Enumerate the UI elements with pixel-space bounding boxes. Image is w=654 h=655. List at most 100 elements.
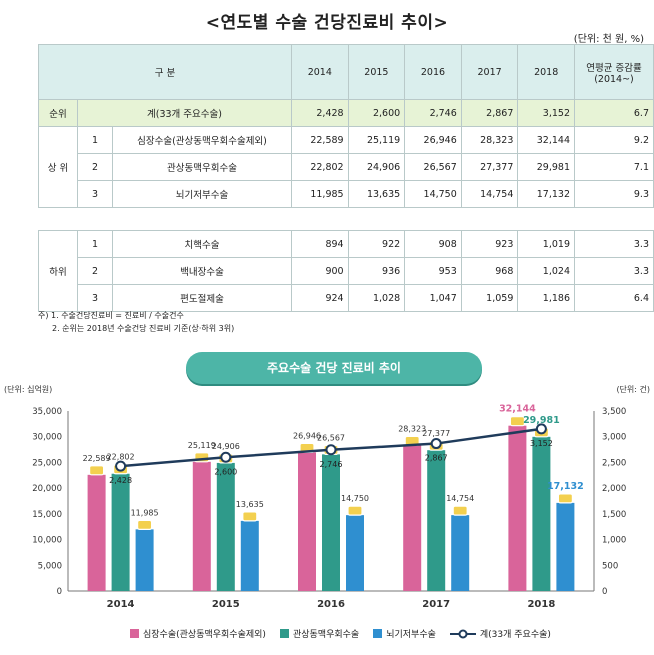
cell-growth: 3.3: [574, 257, 654, 285]
bar: [192, 461, 211, 591]
cell-value: 908: [404, 230, 462, 258]
line-data-label: 2,746: [320, 460, 343, 469]
row-label: 뇌기저부수술: [112, 180, 292, 208]
bar: [427, 450, 446, 591]
header-category: 구 분: [38, 44, 292, 100]
cell-value: 936: [347, 257, 406, 285]
bar: [508, 425, 527, 591]
total-point: [535, 423, 547, 435]
cell-value: 2,746: [404, 99, 462, 127]
line-data-label: 2,867: [425, 454, 448, 463]
legend-item: 뇌기저부수술: [373, 627, 436, 640]
cell-value: 29,981: [517, 153, 575, 181]
spacer-cell: [38, 207, 654, 231]
cell-value: 22,802: [291, 153, 349, 181]
row-label: 심장수술(관상동맥우회수술제외): [112, 126, 292, 154]
bar: [216, 462, 235, 591]
legend-label: 뇌기저부수술: [386, 630, 436, 640]
y2-tick-label: 500: [602, 561, 618, 571]
bar-cap-icon: [557, 493, 574, 504]
line-data-label: 3,152: [530, 439, 553, 448]
data-label: 14,754: [446, 494, 474, 503]
rank-label: 순위: [38, 99, 78, 127]
legend-item: 계(33개 주요수술): [449, 627, 551, 640]
data-label: 32,144: [499, 404, 536, 415]
row-label: 치핵수술: [112, 230, 292, 258]
group-label-lower: 하위: [38, 230, 78, 312]
y2-tick-label: 2,000: [602, 484, 626, 494]
y-tick-label: 15,000: [32, 510, 62, 520]
cell-value: 26,946: [404, 126, 462, 154]
cell-value: 2,600: [347, 99, 406, 127]
x-tick-label: 2017: [422, 599, 450, 610]
y2-tick-label: 0: [602, 587, 607, 597]
line-data-label: 2,428: [109, 476, 132, 485]
legend-item: 심장수술(관상동맥우회수술제외): [130, 627, 266, 640]
group-label-upper: 상 위: [38, 126, 78, 208]
cell-value: 953: [404, 257, 462, 285]
cell-growth: 6.7: [574, 99, 654, 127]
line-data-label: 2,600: [214, 467, 237, 476]
y-tick-label: 30,000: [32, 433, 62, 443]
chart-legend: 심장수술(관상동맥우회수술제외) 관상동맥우회수술 뇌기저부수술 계(33개 주…: [130, 627, 551, 640]
cell-value: 1,186: [517, 284, 575, 312]
header-growth: 연평균 증감률 (2014~): [574, 44, 654, 100]
y2-tick-label: 3,000: [602, 433, 626, 443]
left-axis-unit: (단위: 십억원): [4, 384, 52, 394]
cell-value: 900: [291, 257, 349, 285]
x-tick-label: 2014: [107, 599, 135, 610]
cell-value: 922: [347, 230, 406, 258]
x-tick-label: 2016: [317, 599, 345, 610]
bar-cap-icon: [137, 519, 153, 530]
cell-value: 17,132: [517, 180, 575, 208]
y2-tick-label: 1,500: [602, 510, 626, 520]
rank-cell: 2: [77, 257, 113, 285]
bar-cap-icon: [509, 416, 525, 427]
bar: [298, 452, 316, 591]
bar-cap-icon: [347, 505, 363, 516]
cost-table: 구 분 2014 2015 2016 2017 2018 연평균 증감률 (20…: [38, 44, 654, 312]
legend-swatch: [130, 629, 139, 638]
table-row: 2 관상동맥우회수술 22,802 24,906 26,567 27,377 2…: [39, 153, 654, 181]
cell-value: 14,750: [404, 180, 462, 208]
bar: [556, 502, 575, 591]
bar: [403, 445, 422, 591]
cell-value: 24,906: [347, 153, 406, 181]
table-row: 상 위 1 심장수술(관상동맥우회수술제외) 22,589 25,119 26,…: [38, 126, 654, 208]
total-point: [325, 444, 337, 456]
y-tick-label: 5,000: [38, 561, 62, 571]
data-label: 17,132: [547, 481, 584, 492]
note-line: 2. 순위는 2018년 수술건당 진료비 기준(상·하위 3위): [52, 324, 235, 333]
legend-label: 관상동맥우회수술: [292, 630, 360, 640]
x-tick-label: 2018: [527, 599, 555, 610]
chart-banner: 주요수술 건당 진료비 추이: [186, 352, 482, 384]
row-label: 백내장수술: [112, 257, 292, 285]
cell-value: 923: [460, 230, 519, 258]
table-row: 하위 1 치핵수술 894 922 908 923 1,019 3.3: [38, 230, 654, 312]
y2-tick-label: 1,000: [602, 536, 626, 546]
cell-value: 1,028: [347, 284, 406, 312]
page-title: <연도별 수술 건당진료비 추이>: [205, 13, 449, 33]
note-line: 주) 1. 수술건당진료비 = 진료비 / 수술건수: [38, 311, 184, 320]
total-point: [220, 451, 232, 463]
table-row: 2 백내장수술 900 936 953 968 1,024 3.3: [39, 257, 654, 285]
bar: [322, 454, 340, 591]
total-point: [115, 460, 127, 472]
legend-item: 관상동맥우회수술: [279, 627, 360, 640]
data-label: 25,119: [188, 441, 216, 450]
bar: [111, 473, 130, 591]
cell-growth: 7.1: [574, 153, 654, 181]
y-tick-label: 20,000: [32, 484, 62, 494]
cell-growth: 6.4: [574, 284, 654, 312]
legend-line-marker: [449, 629, 476, 638]
data-label: 14,750: [341, 494, 369, 503]
bar-line-chart: (단위: 십억원) (단위: 건) 0 5,000 10,000 15,000 20,000…: [4, 384, 650, 610]
right-axis-unit: (단위: 건): [616, 384, 650, 394]
cell-value: 11,985: [291, 180, 349, 208]
header-year: 2015: [347, 44, 406, 100]
rank-cell: 3: [77, 284, 113, 312]
y-tick-label: 25,000: [32, 458, 62, 468]
data-label: 11,985: [131, 508, 159, 517]
cell-value: 1,047: [404, 284, 462, 312]
bar: [532, 436, 551, 591]
